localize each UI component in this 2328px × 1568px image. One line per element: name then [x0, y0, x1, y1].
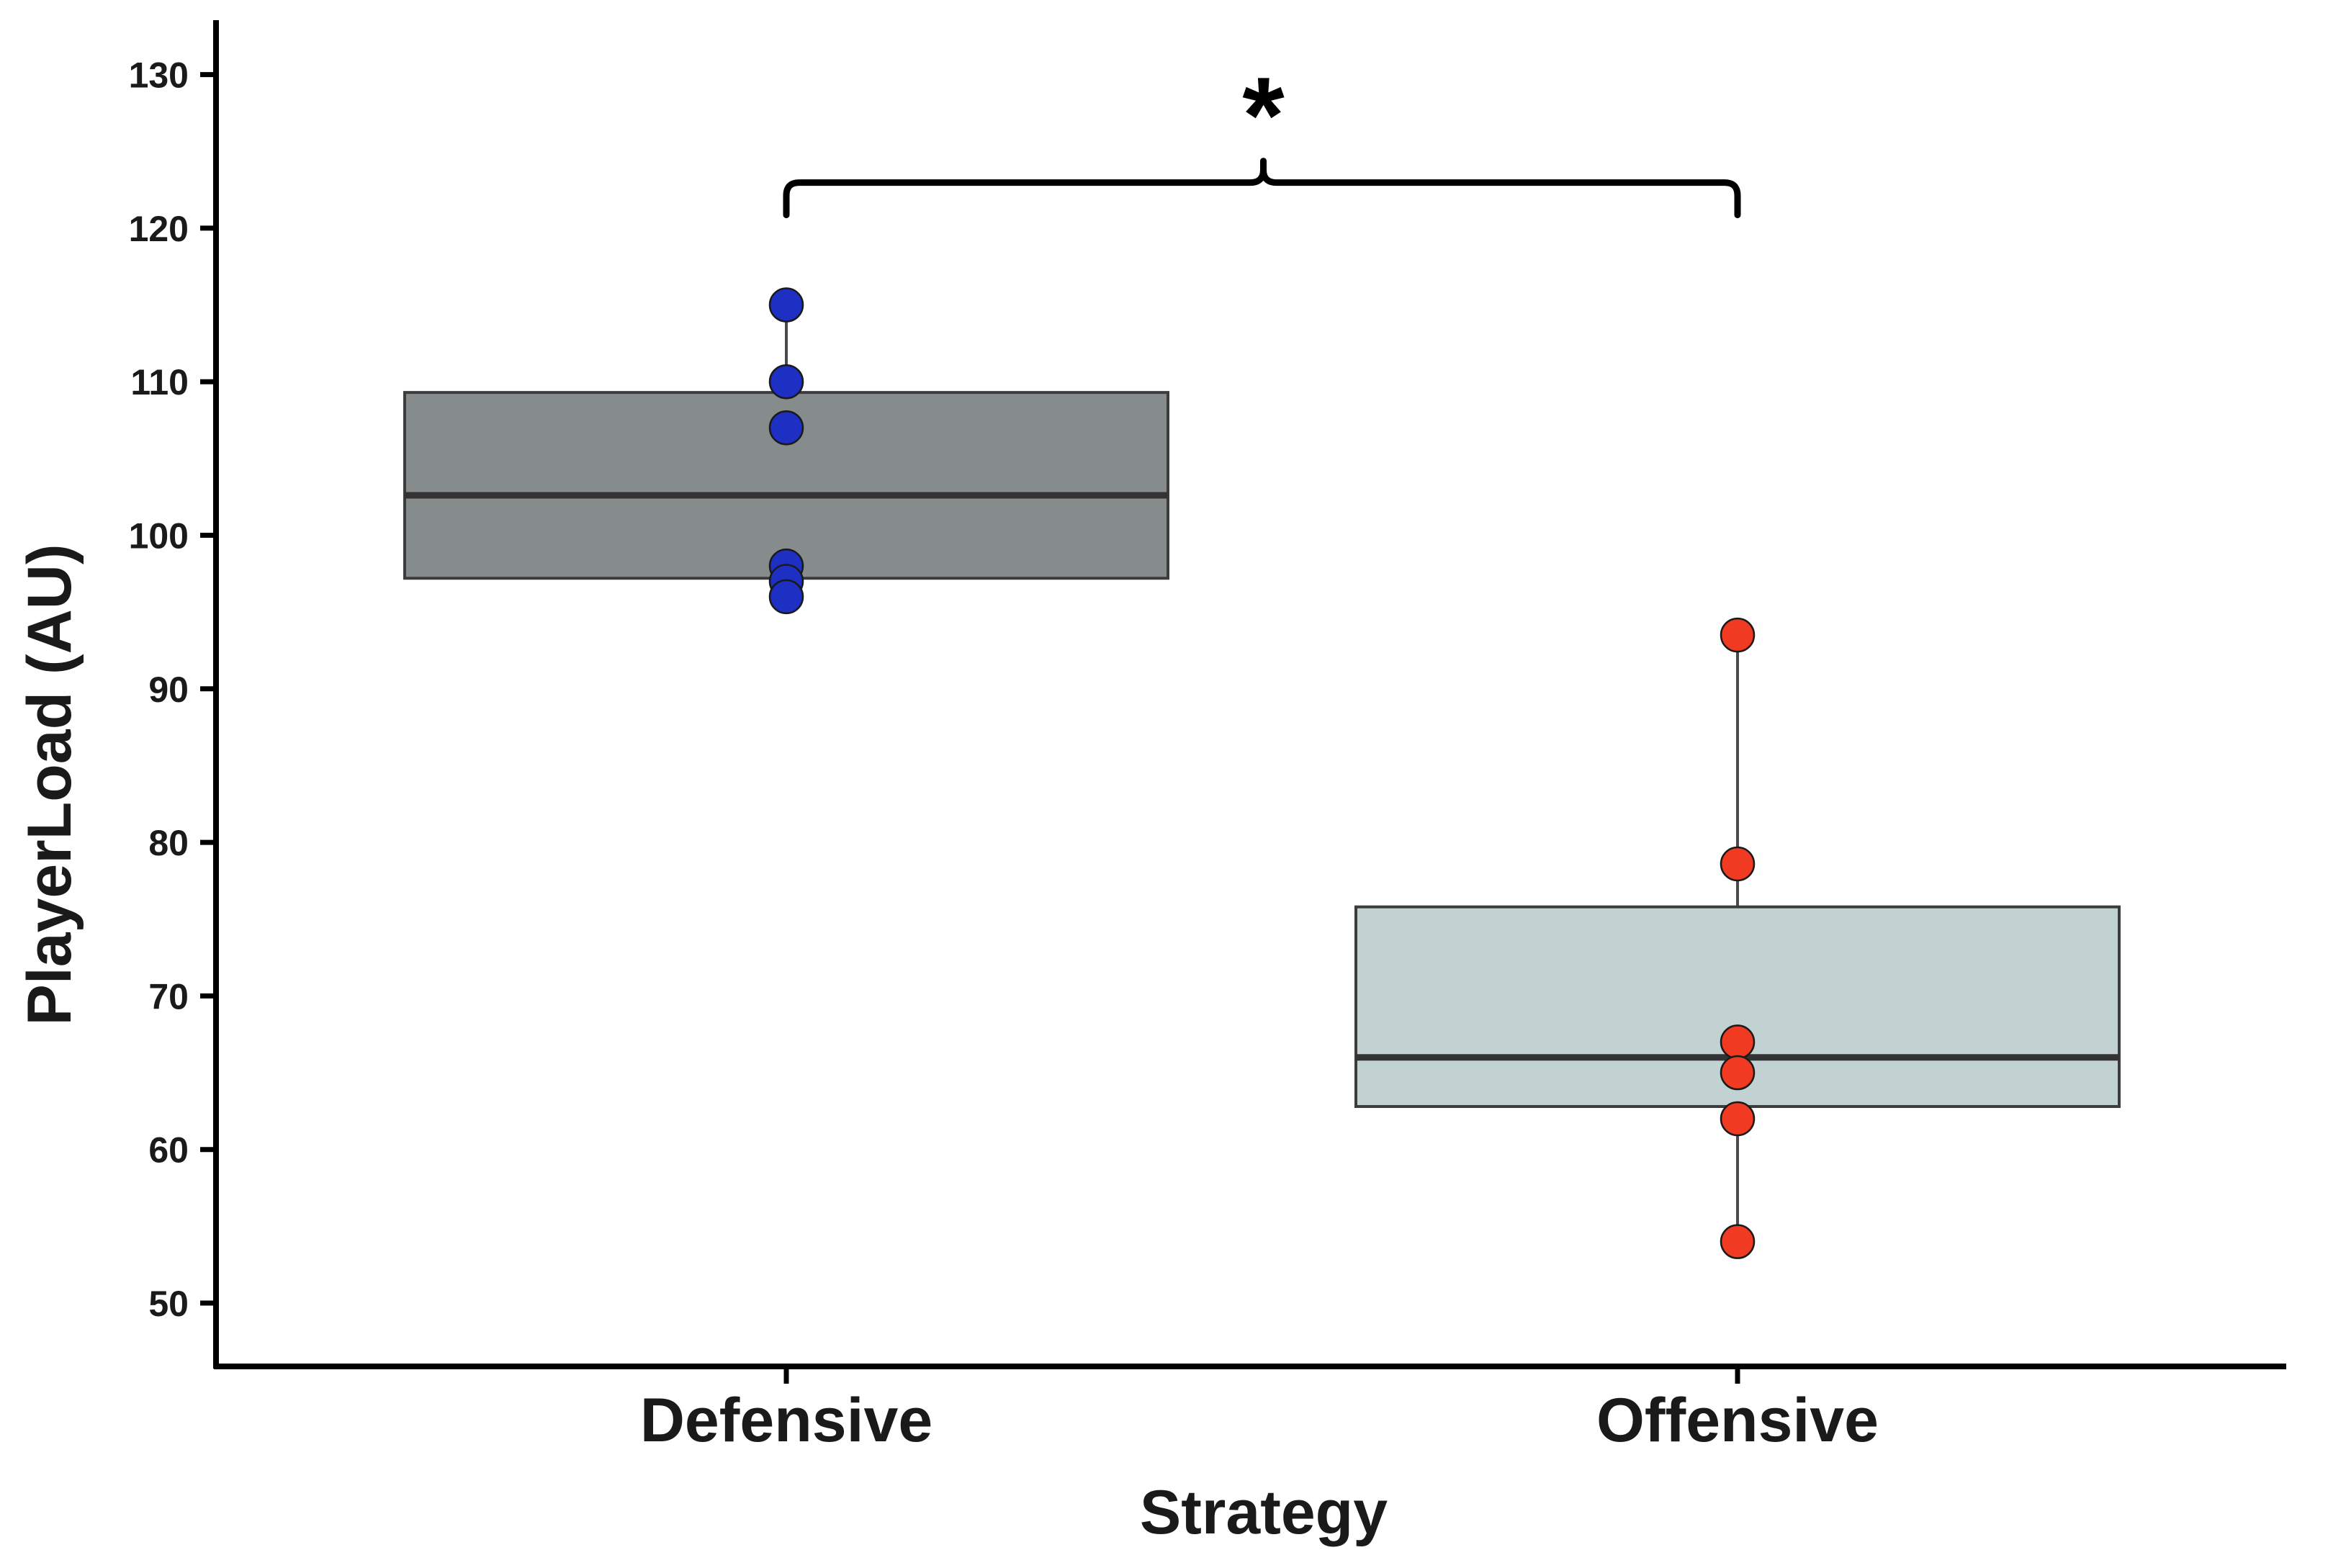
data-point: [768, 410, 804, 446]
y-tick-label: 70: [148, 976, 189, 1017]
significance-bracket-group: *: [783, 55, 1741, 219]
points-group: [768, 287, 1756, 1259]
y-axis-title: PlayerLoad (AU): [15, 544, 84, 1025]
data-point: [1720, 617, 1756, 653]
y-tick-label: 80: [148, 823, 189, 863]
y-tick-label: 120: [129, 209, 189, 249]
x-tick-label: Offensive: [1596, 1386, 1879, 1455]
y-tick-label: 100: [129, 516, 189, 557]
axes-group: 50 60 70 80 90 100 110 120 130 Defensive Offensive: [129, 20, 2286, 1455]
data-point: [768, 287, 804, 323]
y-tick-label: 60: [148, 1130, 189, 1171]
data-point: [768, 364, 804, 400]
y-tick-label: 50: [148, 1284, 189, 1324]
x-tick-label: Defensive: [640, 1386, 932, 1455]
boxes-group: [403, 305, 2121, 1242]
data-point: [768, 579, 804, 615]
data-point: [1720, 1224, 1756, 1259]
significance-star: *: [1242, 55, 1285, 176]
data-point: [1720, 1055, 1756, 1091]
data-point: [1720, 1101, 1756, 1137]
x-axis-title: Strategy: [1140, 1478, 1388, 1547]
data-point: [1720, 846, 1756, 882]
y-tick-label: 130: [129, 55, 189, 96]
y-tick-label: 110: [130, 362, 189, 402]
y-tick-label: 90: [148, 670, 189, 710]
significance-bracket: [783, 158, 1741, 219]
data-point: [1720, 1024, 1756, 1060]
